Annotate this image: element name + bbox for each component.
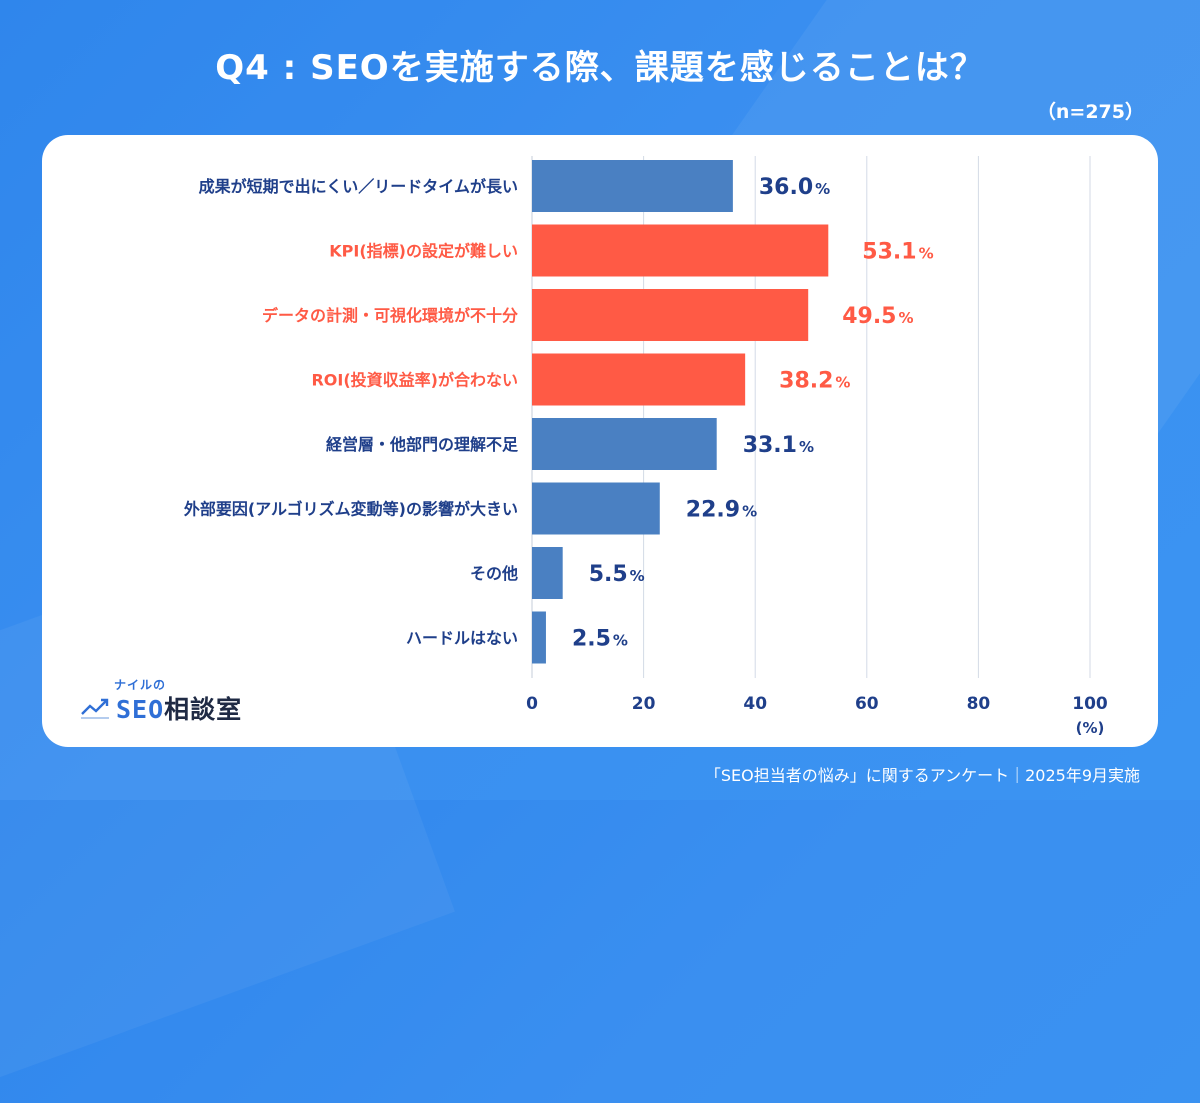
x-unit-label: (%) xyxy=(1076,719,1105,737)
x-tick-label: 0 xyxy=(526,694,538,714)
x-tick-label: 20 xyxy=(632,694,656,714)
bar xyxy=(532,289,809,341)
data-label: 33.1% xyxy=(743,433,814,458)
data-label: 22.9% xyxy=(686,498,757,523)
data-label: 38.2% xyxy=(779,369,850,394)
category-label: ハードルはない xyxy=(406,629,518,648)
category-label: データの計測・可視化環境が不十分 xyxy=(262,306,518,325)
data-label: 2.5% xyxy=(572,627,628,652)
data-label: 53.1% xyxy=(862,240,933,265)
bar xyxy=(532,611,546,664)
x-tick-label: 40 xyxy=(743,694,767,714)
category-label: ROI(投資収益率)が合わない xyxy=(311,371,518,390)
trend-line-icon xyxy=(81,698,109,719)
logo-main-text: 相談室 xyxy=(164,695,243,724)
category-label: その他 xyxy=(470,564,518,583)
bar xyxy=(532,547,563,599)
data-label: 5.5% xyxy=(589,562,645,587)
bar xyxy=(532,353,746,406)
data-label: 36.0% xyxy=(759,175,830,200)
bar xyxy=(532,160,733,212)
logo-wordmark: SEO相談室 xyxy=(116,690,242,726)
chart-card: 成果が短期で出にくい／リードタイムが長い 36.0% KPI(指標)の設定が難しい 5… xyxy=(42,135,1158,747)
logo-seo-text: SEO xyxy=(116,695,165,724)
bar xyxy=(532,224,829,277)
brand-logo: ナイルの SEO相談室 xyxy=(80,676,250,724)
data-label: 49.5% xyxy=(842,304,913,329)
bar xyxy=(532,418,717,470)
category-label: 外部要因(アルゴリズム変動等)の影響が大きい xyxy=(183,500,518,519)
bar xyxy=(532,482,660,535)
x-tick-label: 100 xyxy=(1072,694,1108,714)
category-label: KPI(指標)の設定が難しい xyxy=(329,242,518,261)
category-label: 経営層・他部門の理解不足 xyxy=(326,435,519,454)
survey-source: 「SEO担当者の悩み」に関するアンケート｜2025年9月実施 xyxy=(704,766,1140,785)
category-label: 成果が短期で出にくい／リードタイムが長い xyxy=(199,177,518,196)
x-tick-label: 60 xyxy=(855,694,879,714)
chart-title: Q4 : SEOを実施する際、課題を感じることは？ xyxy=(215,48,985,88)
sample-size: （n=275） xyxy=(1036,101,1144,123)
logo-subtitle: ナイルの xyxy=(114,678,167,692)
bar-chart: 成果が短期で出にくい／リードタイムが長い 36.0 % KPI(指標)の設定が難しい 5… xyxy=(183,156,1108,737)
x-tick-label: 80 xyxy=(967,694,991,714)
